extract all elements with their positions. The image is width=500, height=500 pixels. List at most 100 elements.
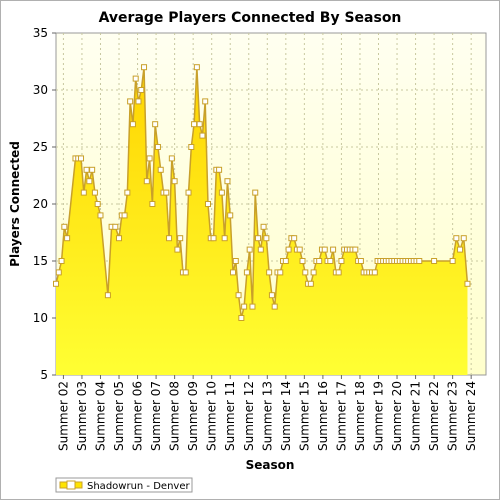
data-point (204, 201, 211, 207)
data-point (112, 223, 119, 230)
data-point (291, 235, 298, 242)
data-point (89, 166, 96, 173)
data-point (416, 258, 423, 264)
data-point (149, 201, 156, 207)
data-point (453, 235, 460, 242)
data-point (132, 75, 139, 82)
x-tick-label: Summer 09 (186, 381, 200, 451)
data-point (357, 258, 364, 264)
x-tick-label: Summer 03 (75, 381, 89, 451)
data-point (307, 280, 314, 287)
y-axis-ticks: 5 10 15 20 25 30 35 (33, 26, 56, 382)
data-point (138, 87, 145, 93)
data-point (177, 235, 184, 242)
data-point (58, 258, 65, 264)
data-point (260, 223, 267, 230)
data-point (241, 303, 248, 310)
data-point (271, 303, 278, 310)
data-point (238, 315, 245, 321)
data-point (202, 98, 209, 105)
data-point (168, 155, 175, 162)
y-tick-label: 10 (33, 311, 48, 325)
data-point (210, 235, 217, 242)
data-point (310, 269, 317, 276)
data-point (152, 121, 159, 128)
data-point (141, 64, 148, 71)
data-point (460, 235, 467, 242)
data-point (230, 269, 237, 276)
data-point (266, 269, 273, 276)
data-point (327, 258, 334, 264)
data-point (224, 178, 231, 185)
x-tick-label: Summer 10 (205, 381, 219, 451)
data-point (257, 246, 264, 253)
data-point (216, 166, 223, 173)
data-point (232, 258, 239, 264)
data-point (83, 166, 90, 173)
data-point (321, 246, 328, 253)
data-point (249, 303, 256, 310)
data-point (171, 178, 178, 185)
data-point (64, 235, 71, 242)
data-point (121, 212, 128, 219)
chart-title: Average Players Connected By Season (99, 10, 402, 26)
y-tick-label: 30 (33, 83, 48, 97)
x-axis-ticks: Summer 02 Summer 03 Summer 04 Summer 05 Summ… (56, 375, 478, 451)
y-tick-label: 25 (33, 140, 48, 154)
x-tick-label: Summer 11 (223, 381, 237, 451)
data-point (246, 246, 253, 253)
x-tick-label: Summer 23 (446, 381, 460, 451)
data-point (135, 98, 142, 105)
data-point (449, 258, 456, 264)
data-point (352, 246, 359, 253)
data-point (268, 292, 275, 299)
data-point (182, 269, 189, 276)
data-point (61, 223, 68, 230)
data-point (338, 258, 345, 264)
data-point (263, 235, 270, 242)
data-point (285, 246, 292, 253)
data-point (277, 269, 284, 276)
series-points (53, 64, 471, 321)
data-point (80, 189, 87, 196)
data-point (243, 269, 250, 276)
data-point (218, 189, 225, 196)
data-point (104, 292, 111, 299)
data-point (252, 189, 259, 196)
x-tick-label: Summer 05 (112, 381, 126, 451)
data-point (431, 258, 438, 264)
data-point (457, 246, 464, 253)
x-tick-label: Summer 13 (260, 381, 274, 451)
data-point (335, 269, 342, 276)
data-point (166, 235, 173, 242)
x-tick-label: Summer 07 (149, 381, 163, 451)
x-tick-label: Summer 14 (279, 381, 293, 451)
series-area-fill (56, 67, 468, 375)
data-point (163, 189, 170, 196)
data-point (55, 269, 62, 276)
data-point (86, 178, 93, 185)
x-tick-label: Summer 04 (93, 381, 107, 451)
legend-label: Shadowrun - Denver (87, 481, 190, 492)
data-point (193, 64, 200, 71)
x-tick-label: Summer 19 (372, 381, 386, 451)
data-point (199, 132, 206, 139)
data-point (129, 121, 136, 128)
data-point (299, 258, 306, 264)
data-point (464, 280, 471, 287)
x-tick-label: Summer 20 (390, 381, 404, 451)
data-point (143, 178, 150, 185)
data-point (282, 258, 289, 264)
legend-box (55, 477, 193, 493)
data-point (91, 189, 98, 196)
data-point (157, 166, 164, 173)
y-axis-title: Players Connected (8, 141, 22, 267)
x-tick-label: Summer 06 (131, 381, 145, 451)
x-tick-label: Summer 12 (242, 381, 256, 451)
data-point (127, 98, 134, 105)
x-tick-label: Summer 17 (334, 381, 348, 451)
data-point (116, 235, 123, 242)
y-tick-label: 15 (33, 254, 48, 268)
legend-marker (66, 480, 76, 490)
